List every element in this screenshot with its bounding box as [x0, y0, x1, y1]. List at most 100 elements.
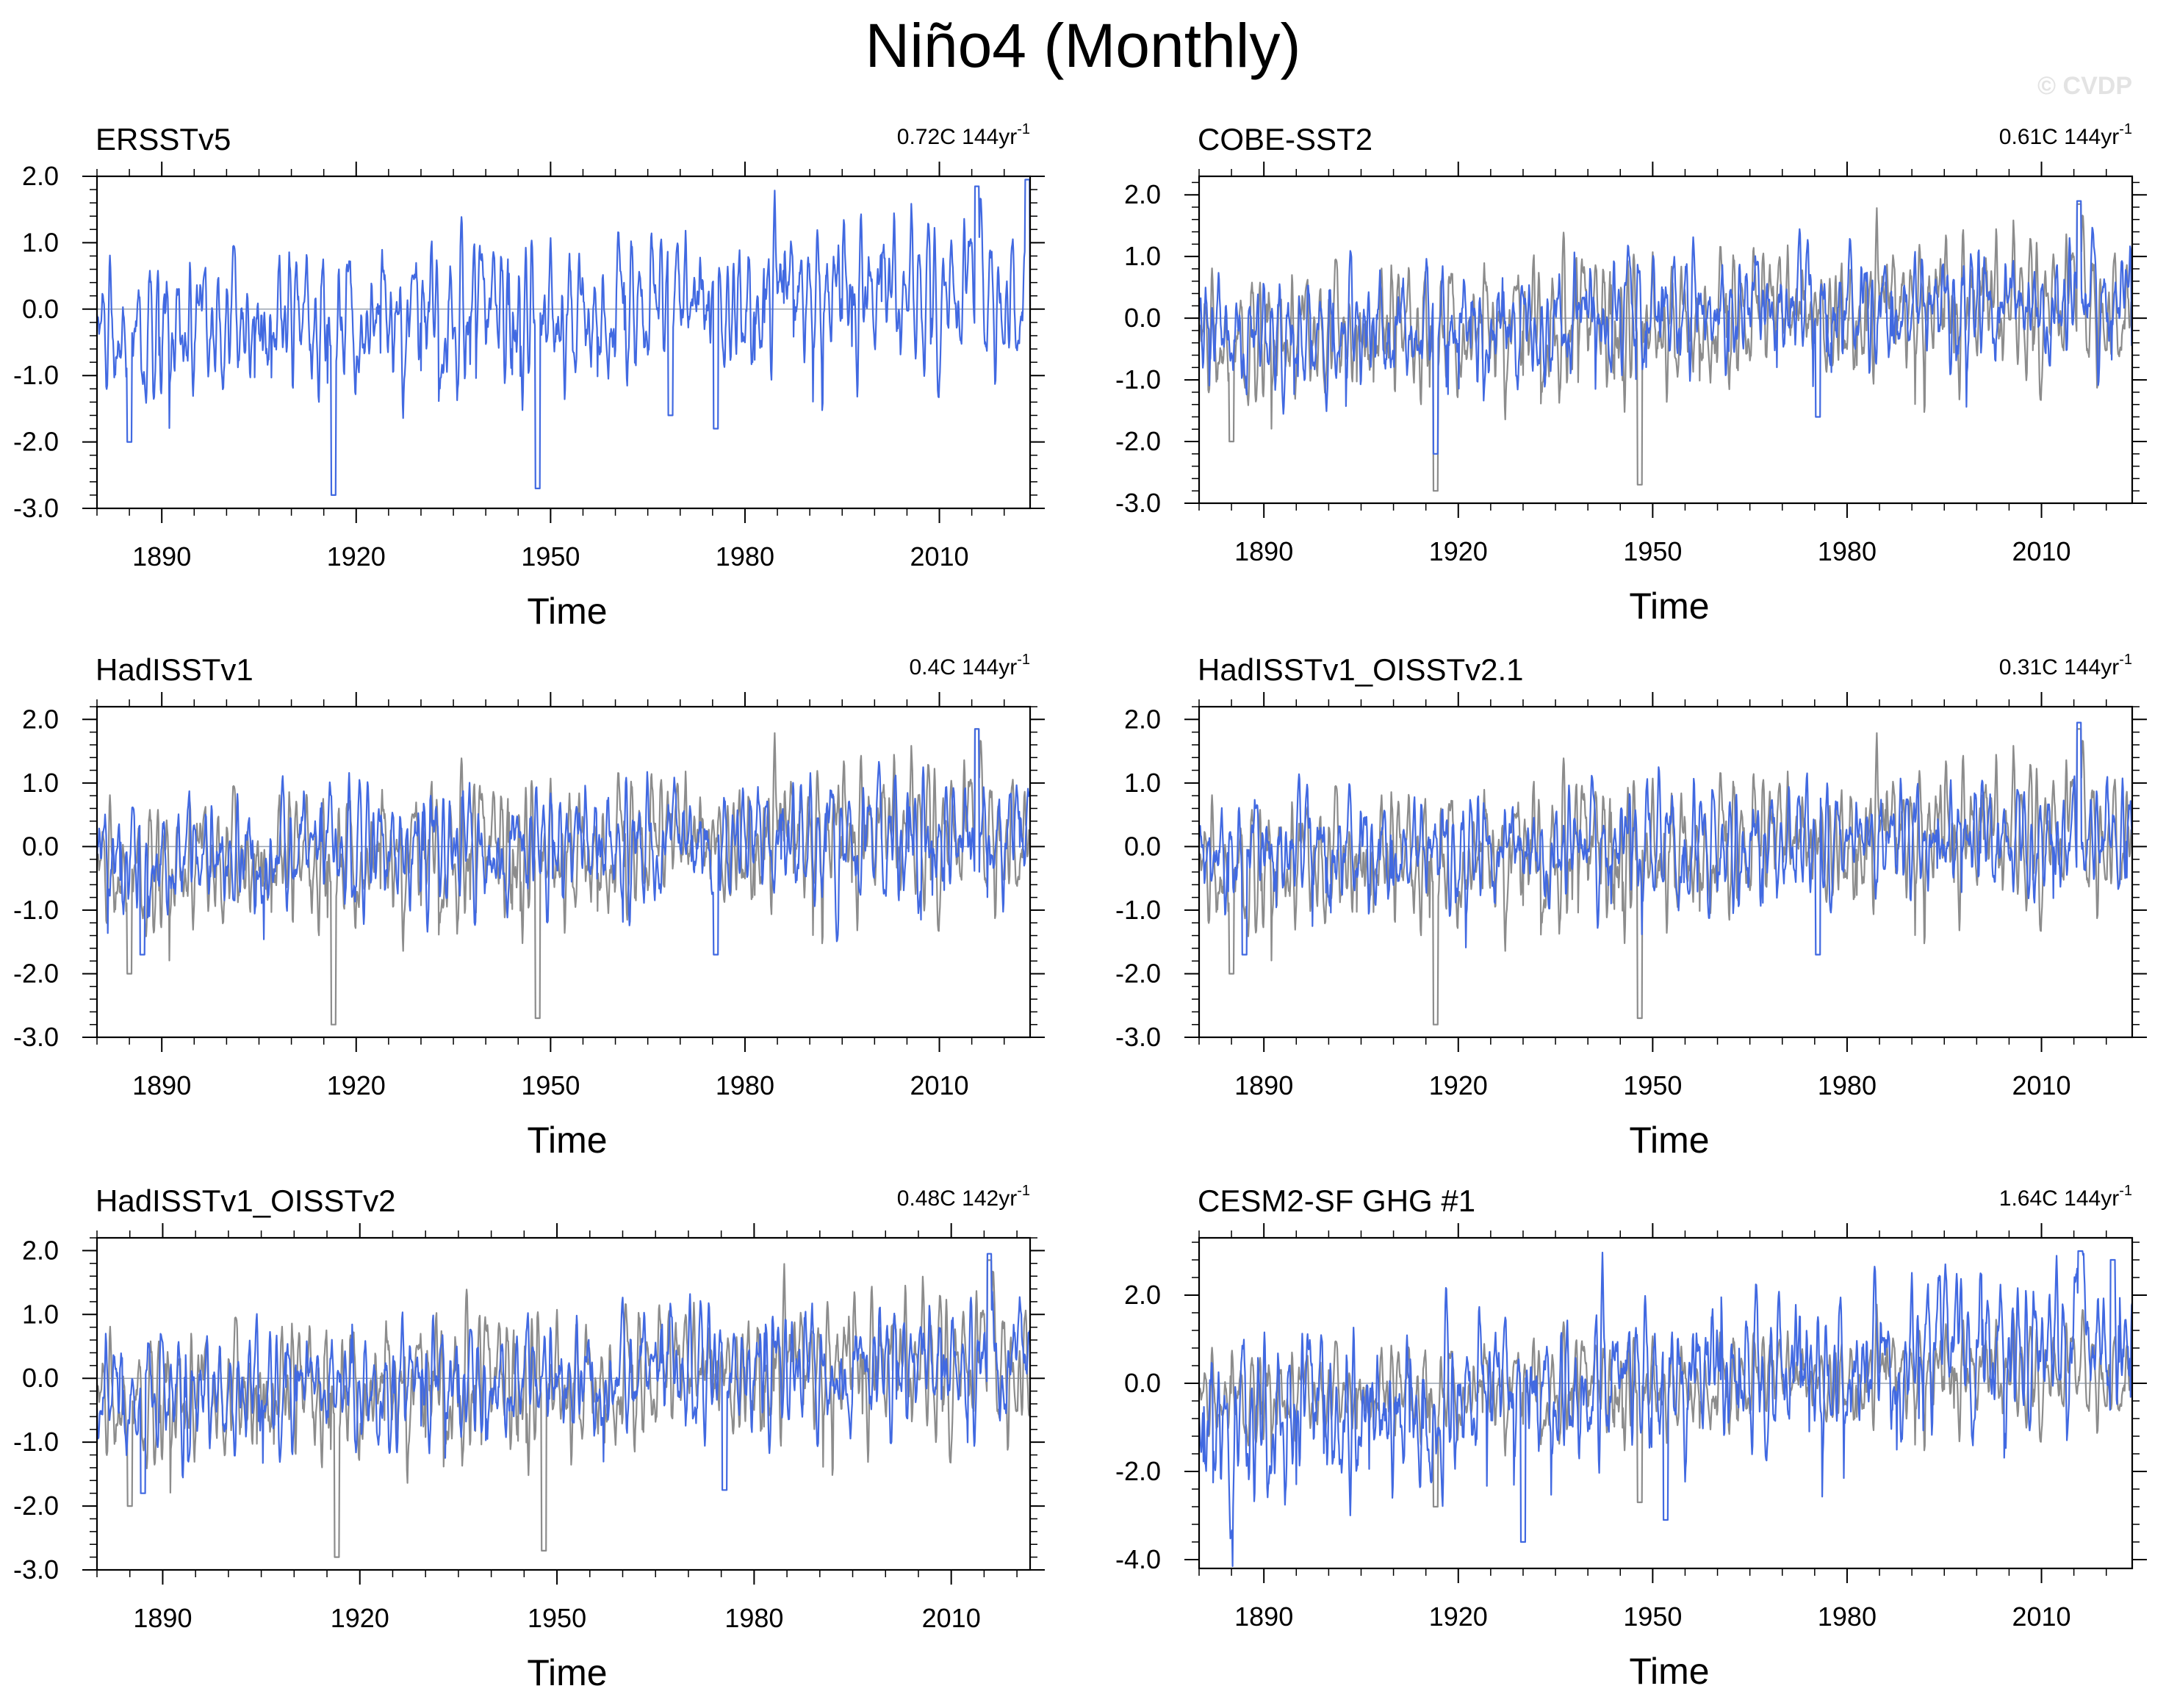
x-tick-label: 1890: [132, 541, 191, 572]
y-tick-label: -2.0: [1115, 958, 1161, 988]
x-axis-label: Time: [527, 1652, 607, 1693]
observations-series-line: [1198, 203, 2134, 492]
y-tick-label: 1.0: [1124, 768, 1161, 798]
x-tick-label: 1980: [716, 541, 774, 572]
chart-panel: 1890 1920 1950 1980 2010 2.0 1.0 0.0 -1.0 -2.0 -3.…: [13, 1183, 1045, 1693]
y-tick-label: -1.0: [1115, 895, 1161, 925]
trend-exponent: -1: [2119, 121, 2132, 137]
x-tick-label: 1980: [724, 1603, 783, 1633]
x-tick-label: 1920: [331, 1603, 389, 1633]
x-tick-label: 1920: [1429, 1601, 1488, 1632]
dataset-series-line: [1198, 1250, 2134, 1568]
chart-panel: 1890 1920 1950 1980 2010 2.0 1.0 0.0 -1.0 -2.0 -3.…: [13, 121, 1045, 632]
panel-title: HadISSTv1_OISSTv2.1: [1198, 652, 1524, 687]
trend-exponent: -1: [1017, 652, 1030, 668]
y-tick-label: 0.0: [22, 1363, 59, 1393]
trend-value: 0.4C 144yr: [909, 655, 1017, 680]
x-tick-label: 1980: [716, 1070, 774, 1100]
x-tick-label: 1980: [1818, 1070, 1877, 1100]
x-tick-label: 1890: [1234, 536, 1293, 566]
figure-title: Niño4 (Monthly): [865, 11, 1301, 80]
x-tick-label: 2010: [2012, 1070, 2070, 1100]
y-tick-label: 2.0: [22, 161, 59, 191]
y-tick-label: -2.0: [1115, 1456, 1161, 1486]
y-tick-label: 0.0: [1124, 831, 1161, 861]
y-tick-label: 1.0: [1124, 241, 1161, 271]
y-tick-label: 1.0: [22, 227, 59, 257]
y-tick-label: -1.0: [1115, 364, 1161, 394]
x-tick-label: 1890: [1234, 1070, 1293, 1100]
y-tick-label: -1.0: [13, 895, 59, 925]
x-tick-label: 1920: [327, 541, 386, 572]
panel-title: CESM2-SF GHG #1: [1198, 1183, 1475, 1218]
y-tick-label: -3.0: [13, 493, 59, 523]
dataset-series-line: [1198, 200, 2134, 455]
dataset-series-line: [96, 1253, 1032, 1494]
trend-value: 1.64C 144yr: [1999, 1186, 2119, 1211]
x-tick-label: 1980: [1818, 536, 1877, 566]
y-tick-label: 2.0: [1124, 1280, 1161, 1310]
trend-value: 0.31C 144yr: [1999, 655, 2119, 680]
dataset-series-line: [96, 179, 1032, 496]
x-tick-label: 2010: [922, 1603, 981, 1633]
x-tick-label: 1920: [1429, 536, 1488, 566]
y-tick-label: 1.0: [22, 1299, 59, 1329]
y-tick-label: 0.0: [22, 294, 59, 324]
trend-value: 0.61C 144yr: [1999, 125, 2119, 149]
y-tick-label: 1.0: [22, 768, 59, 798]
trend-value: 0.72C 144yr: [897, 125, 1017, 149]
plot-frame: [1198, 1236, 2134, 1570]
y-tick-label: -1.0: [13, 1427, 59, 1457]
y-tick-label: -2.0: [13, 1491, 59, 1521]
panel-title: HadISSTv1: [96, 652, 253, 687]
x-axis-label: Time: [1629, 1651, 1709, 1692]
x-tick-label: 1920: [327, 1070, 386, 1100]
trend-annotation: 0.61C 144yr-1: [1999, 121, 2132, 149]
x-tick-label: 1950: [528, 1603, 586, 1633]
y-tick-label: -3.0: [13, 1554, 59, 1585]
chart-panel: 1890 1920 1950 1980 2010 2.0 1.0 0.0 -1.0 -2.0 -3.…: [1115, 652, 2147, 1161]
x-axis-label: Time: [1629, 1120, 1709, 1161]
x-axis-label: Time: [1629, 585, 1709, 627]
trend-annotation: 0.4C 144yr-1: [909, 652, 1030, 680]
y-tick-label: 2.0: [1124, 704, 1161, 734]
x-tick-label: 1980: [1818, 1601, 1877, 1632]
x-tick-label: 2010: [2012, 536, 2070, 566]
y-tick-label: 2.0: [22, 704, 59, 734]
trend-exponent: -1: [2119, 652, 2132, 668]
x-tick-label: 1950: [1623, 1070, 1682, 1100]
x-tick-label: 1890: [1234, 1601, 1293, 1632]
y-tick-label: -2.0: [1115, 426, 1161, 456]
x-tick-label: 1950: [521, 541, 580, 572]
y-tick-label: -2.0: [13, 427, 59, 457]
y-tick-label: 0.0: [1124, 1368, 1161, 1398]
x-tick-label: 1950: [1623, 1601, 1682, 1632]
y-tick-label: 2.0: [22, 1235, 59, 1265]
y-tick-label: -3.0: [13, 1022, 59, 1052]
trend-annotation: 0.48C 142yr-1: [897, 1183, 1030, 1211]
x-axis-label: Time: [527, 591, 607, 632]
x-tick-label: 1920: [1429, 1070, 1488, 1100]
x-tick-label: 2010: [910, 541, 968, 572]
trend-exponent: -1: [1017, 121, 1030, 137]
watermark: © CVDP: [2037, 72, 2132, 100]
plot-frame: [96, 175, 1032, 510]
y-tick-label: 0.0: [22, 831, 59, 861]
x-tick-label: 1890: [132, 1070, 191, 1100]
panel-title: COBE-SST2: [1198, 122, 1372, 156]
trend-exponent: -1: [2119, 1183, 2132, 1199]
chart-panel: 1890 1920 1950 1980 2010 2.0 0.0 -2.0 -4.0 CESM2-…: [1115, 1183, 2147, 1692]
chart-panel: 1890 1920 1950 1980 2010 2.0 1.0 0.0 -1.0 -2.0 -3.…: [1115, 121, 2147, 627]
y-tick-label: -3.0: [1115, 488, 1161, 518]
panel-title: HadISSTv1_OISSTv2: [96, 1183, 396, 1218]
trend-annotation: 0.72C 144yr-1: [897, 121, 1030, 149]
y-tick-label: -4.0: [1115, 1544, 1161, 1574]
x-tick-label: 2010: [2012, 1601, 2070, 1632]
trend-exponent: -1: [1017, 1183, 1030, 1199]
y-tick-label: -2.0: [13, 958, 59, 988]
x-tick-label: 1950: [521, 1070, 580, 1100]
x-tick-label: 1890: [133, 1603, 192, 1633]
y-tick-label: 2.0: [1124, 179, 1161, 209]
